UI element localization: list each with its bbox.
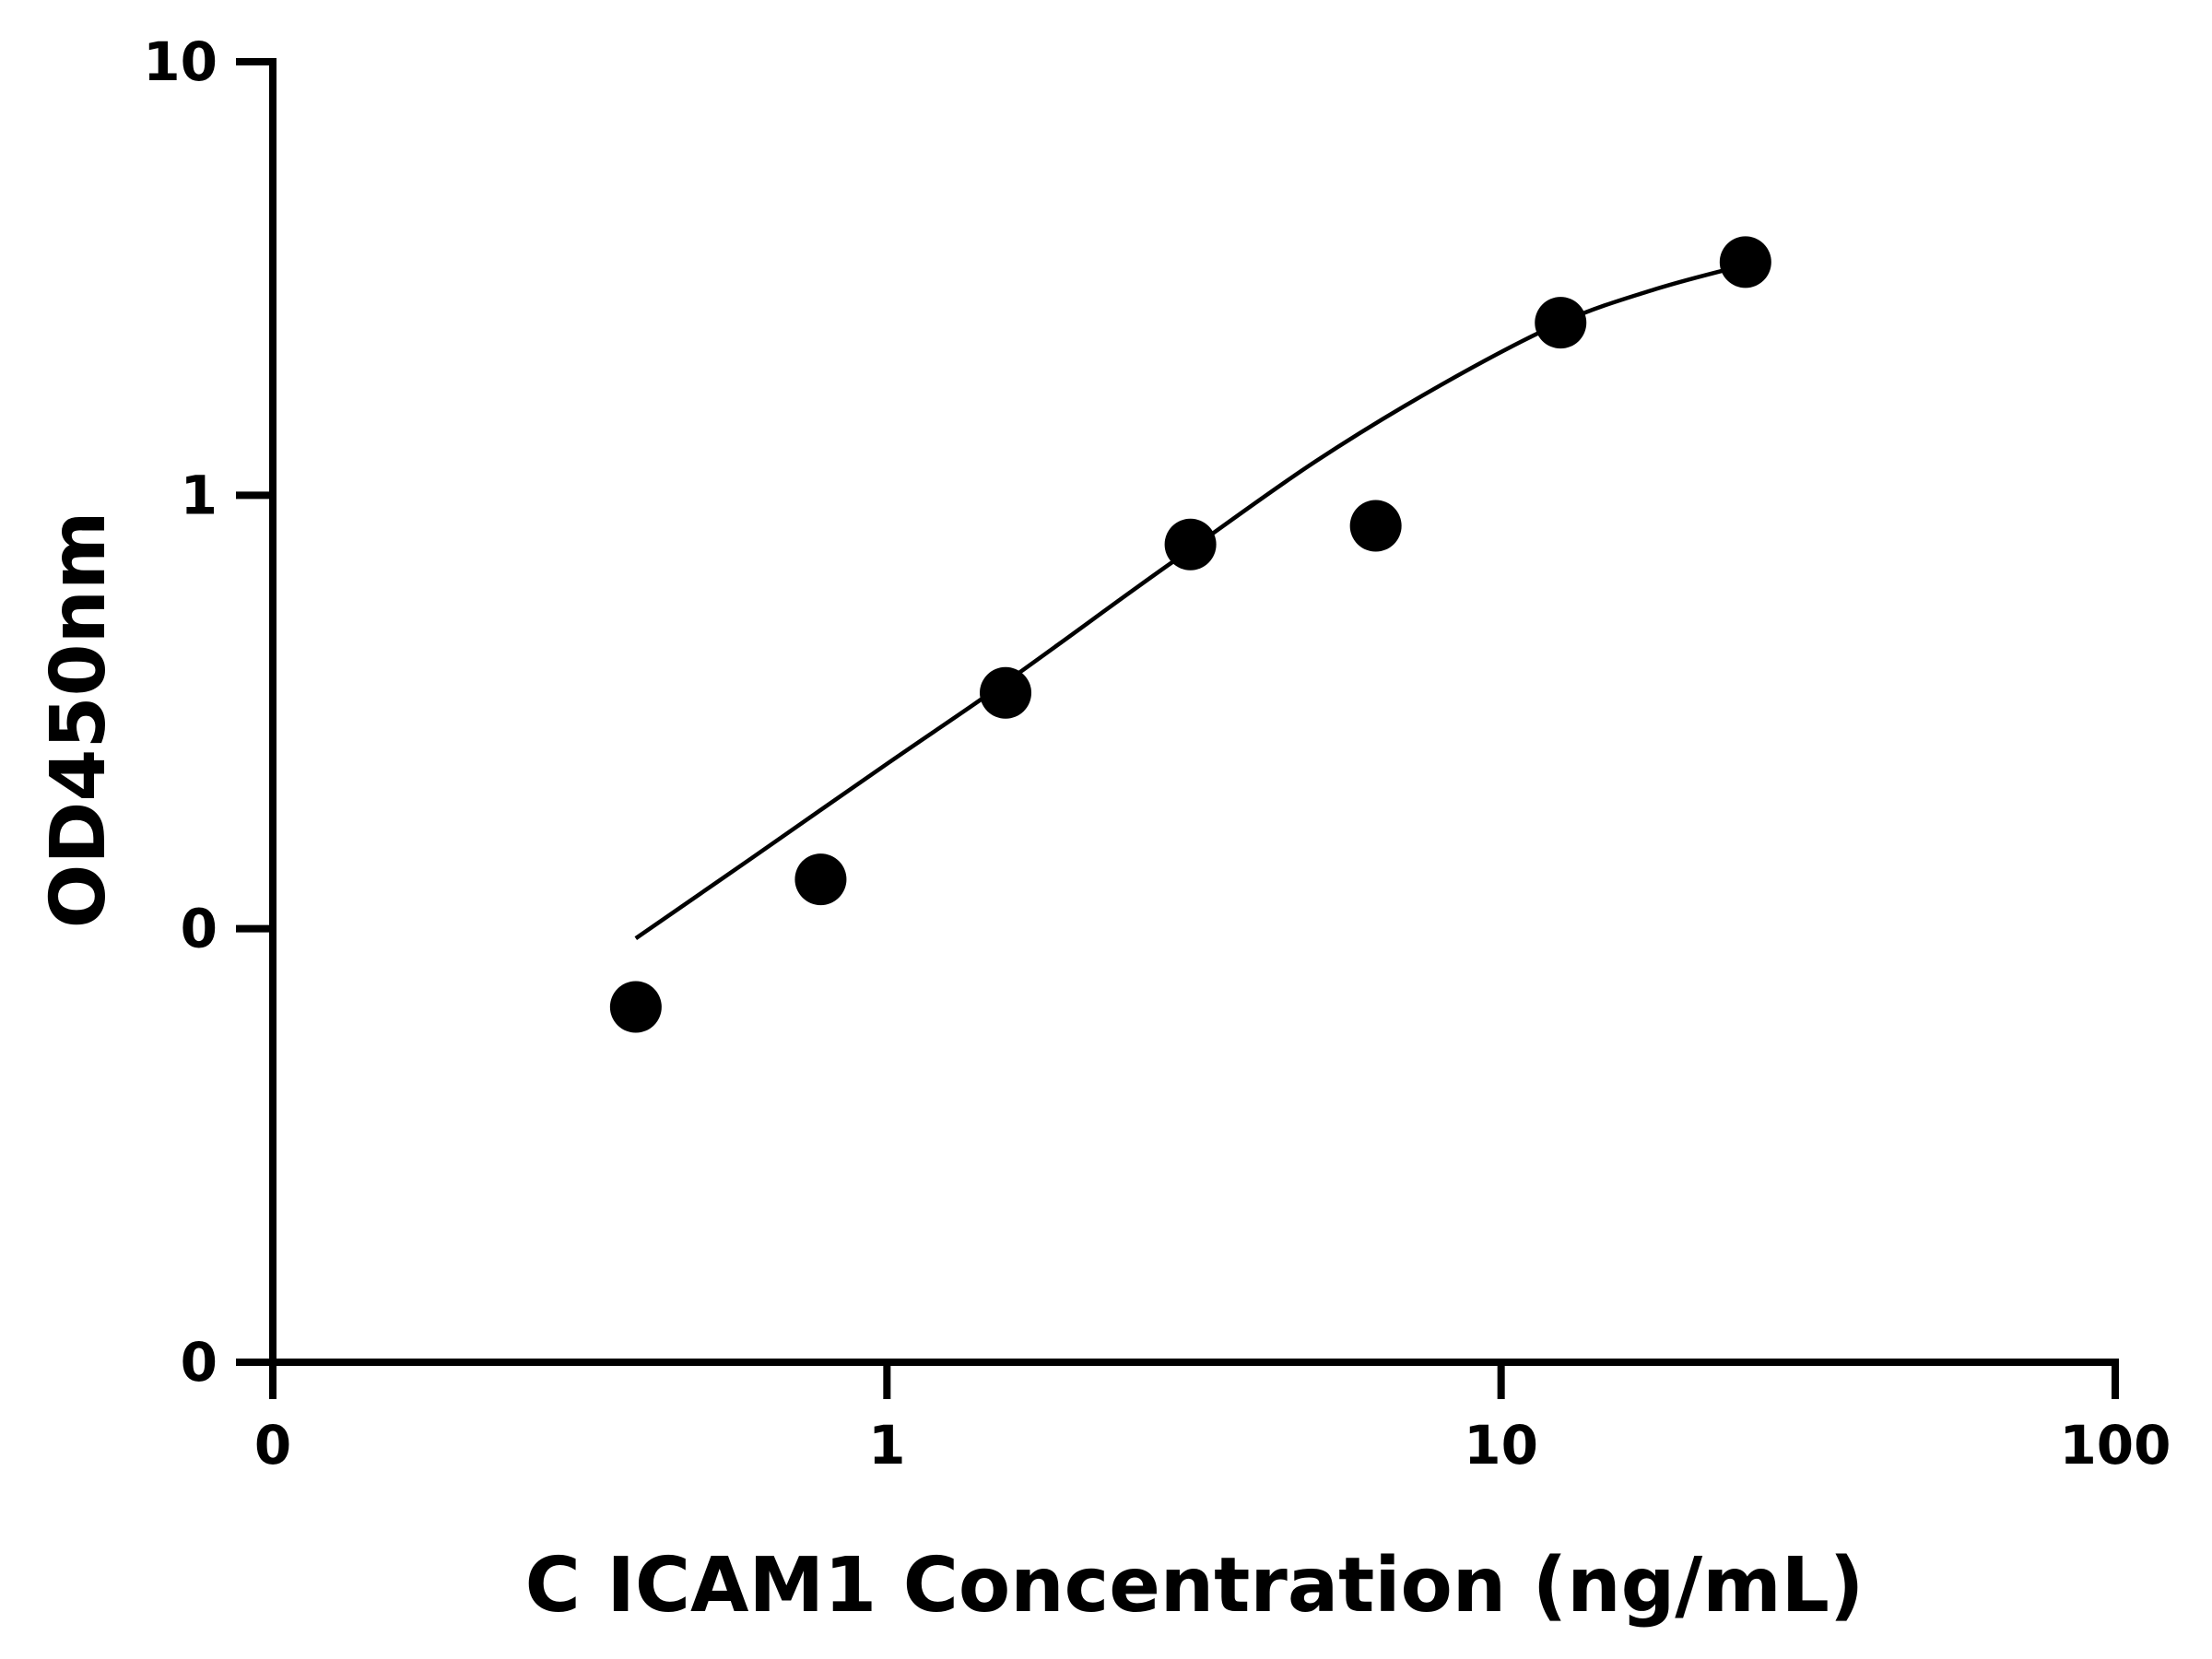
data-point-6 [1719,236,1771,288]
x-tick-label-3: 100 [2059,1414,2171,1477]
data-point-3 [1164,518,1217,571]
x-tick-label-1: 1 [868,1414,905,1477]
y-tick-label-1: 0 [181,898,218,960]
y-tick-label-3: 10 [143,30,218,93]
x-ticks: 0 1 10 100 [254,1362,2171,1477]
data-point-1 [794,853,847,906]
x-tick-label-0: 0 [254,1414,291,1477]
y-ticks: 0 0 1 10 [143,30,273,1394]
x-axis-title: C ICAM1 Concentration (ng/mL) [525,1542,1865,1630]
data-point-0 [609,981,662,1033]
y-tick-label-0: 0 [181,1331,218,1394]
data-point-4 [1349,500,1402,552]
axes [269,58,2119,1366]
fit-curve [634,263,1747,940]
x-tick-label-2: 10 [1464,1414,1538,1477]
data-points [609,236,1771,1033]
data-point-5 [1535,297,1587,349]
y-tick-label-2: 1 [181,464,218,526]
data-point-2 [980,666,1032,719]
y-axis-title: OD450nm [35,512,123,929]
